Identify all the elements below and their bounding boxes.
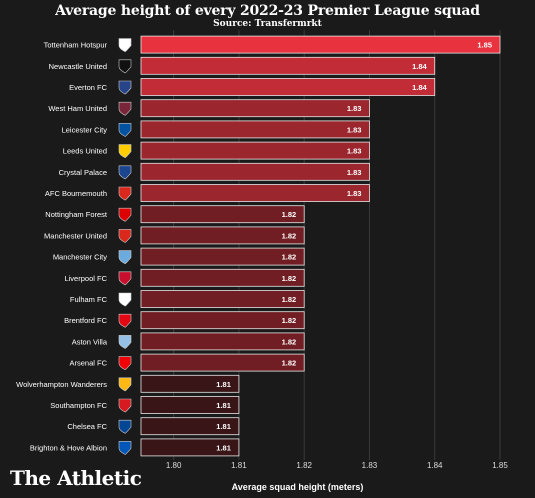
bar xyxy=(140,353,305,372)
bar xyxy=(140,332,305,351)
bar-value-label: 1.81 xyxy=(216,443,231,452)
chart-subtitle: Source: Transfermrkt xyxy=(213,19,322,29)
x-tick-label: 1.82 xyxy=(296,461,312,470)
bar xyxy=(140,205,305,224)
club-badge-icon xyxy=(118,229,132,243)
bar xyxy=(140,99,370,118)
club-badge-icon xyxy=(118,165,132,180)
club-badge-icon xyxy=(118,250,132,265)
club-badge-icon xyxy=(118,101,132,116)
category-label: Brentford FC xyxy=(64,316,108,325)
club-badge-icon xyxy=(118,38,132,53)
x-tick-label: 1.81 xyxy=(231,461,247,470)
category-label: Leeds United xyxy=(63,147,107,156)
category-label: Manchester City xyxy=(53,253,107,262)
bar-value-label: 1.84 xyxy=(412,62,427,71)
bar xyxy=(140,120,370,139)
bar xyxy=(140,290,305,308)
club-badge-icon xyxy=(118,398,132,413)
bar-value-label: 1.84 xyxy=(412,83,427,92)
bar-value-label: 1.81 xyxy=(216,422,231,431)
x-tick-label: 1.84 xyxy=(427,461,443,470)
bar xyxy=(140,438,240,457)
category-label: Chelsea FC xyxy=(67,422,107,431)
chart-title: Average height of every 2022-23 Premier … xyxy=(55,3,480,19)
bar-value-label: 1.82 xyxy=(282,210,297,219)
bar xyxy=(140,78,436,96)
bar-value-label: 1.82 xyxy=(282,274,297,283)
bar-value-label: 1.81 xyxy=(216,380,231,389)
club-badge-icon xyxy=(118,292,132,307)
category-label: Crystal Palace xyxy=(59,168,107,177)
club-badge-icon xyxy=(118,335,132,349)
bar-value-label: 1.82 xyxy=(282,231,297,240)
bar-value-label: 1.81 xyxy=(216,401,231,410)
category-label: Newcastle United xyxy=(49,62,107,71)
the-athletic-logo: The Athletic xyxy=(10,466,142,490)
category-label: Everton FC xyxy=(69,83,108,92)
club-badge-icon xyxy=(118,377,132,392)
bar xyxy=(140,396,240,414)
club-badge-icon xyxy=(118,313,132,328)
category-label: West Ham United xyxy=(48,104,107,113)
club-badge-icon xyxy=(118,356,132,371)
x-tick-label: 1.83 xyxy=(362,461,378,470)
bar xyxy=(140,56,436,75)
bar-value-label: 1.83 xyxy=(347,125,362,134)
club-badge-icon xyxy=(118,186,132,201)
category-label: Fulham FC xyxy=(70,295,108,304)
category-label: Manchester United xyxy=(44,231,107,240)
bar xyxy=(140,141,370,160)
bar-value-label: 1.83 xyxy=(347,104,362,113)
bar xyxy=(140,311,305,330)
category-label: AFC Bournemouth xyxy=(45,189,107,198)
club-badge-icon xyxy=(118,80,132,95)
club-badge-icon xyxy=(118,271,132,286)
category-label: Southampton FC xyxy=(50,401,107,410)
bar-value-label: 1.83 xyxy=(347,189,362,198)
bar-value-label: 1.83 xyxy=(347,147,362,156)
club-badge-icon xyxy=(118,441,132,455)
club-badge-icon xyxy=(118,144,132,159)
x-axis-label: Average squad height (meters) xyxy=(231,482,364,492)
category-label: Tottenham Hotspur xyxy=(44,41,108,50)
bar-value-label: 1.82 xyxy=(282,359,297,368)
bar-value-label: 1.82 xyxy=(282,337,297,346)
club-badge-icon xyxy=(118,207,132,222)
club-badge-icon xyxy=(118,123,132,137)
category-label: Nottingham Forest xyxy=(45,210,108,219)
bar-value-label: 1.82 xyxy=(282,316,297,325)
category-label: Arsenal FC xyxy=(69,359,107,368)
category-label: Leicester City xyxy=(62,125,108,134)
bar xyxy=(140,184,370,202)
bar xyxy=(140,268,305,287)
club-badge-icon xyxy=(118,419,132,434)
category-label: Aston Villa xyxy=(72,337,108,346)
bar xyxy=(140,162,370,181)
x-tick-label: 1.85 xyxy=(492,461,508,470)
x-tick-label: 1.80 xyxy=(166,461,182,470)
category-label: Wolverhampton Wanderers xyxy=(16,380,107,389)
bar xyxy=(140,226,305,245)
bar-value-label: 1.82 xyxy=(282,295,297,304)
bar xyxy=(140,247,305,266)
bar xyxy=(140,35,501,54)
club-badge-icon xyxy=(118,59,132,74)
bar xyxy=(140,417,240,436)
category-label: Liverpool FC xyxy=(64,274,107,283)
bar-value-label: 1.83 xyxy=(347,168,362,177)
category-label: Brighton & Hove Albion xyxy=(30,443,107,452)
bar-value-label: 1.85 xyxy=(477,41,492,50)
bar-value-label: 1.82 xyxy=(282,253,297,262)
bar xyxy=(140,374,240,393)
